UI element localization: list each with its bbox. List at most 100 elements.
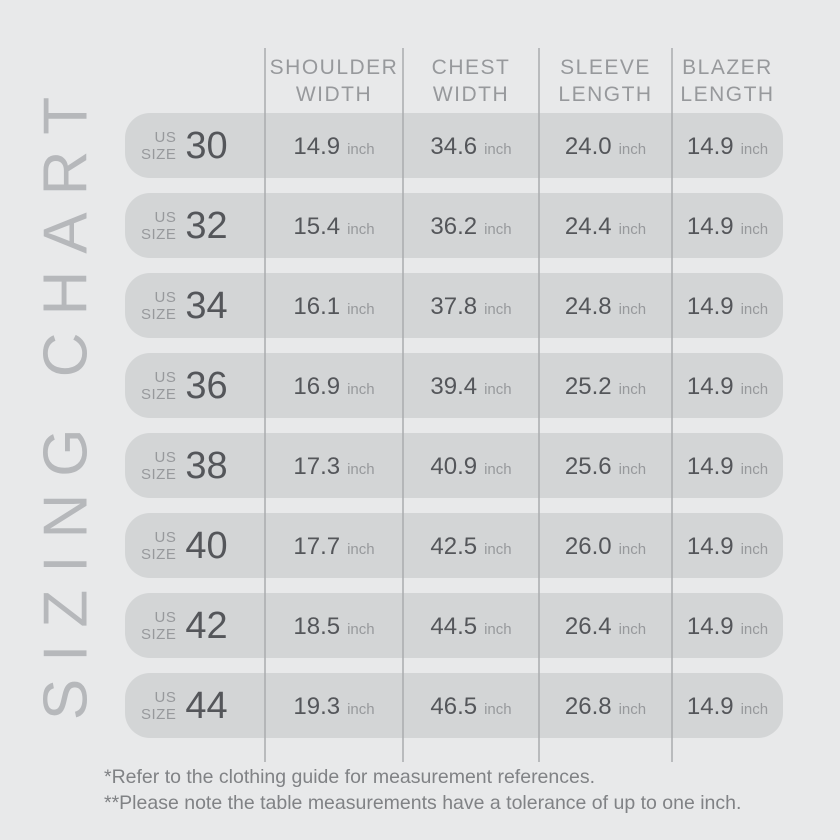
size-value: 38 [185, 444, 228, 487]
unit-label: inch [740, 221, 769, 238]
shoulder-width-value: 19.3 [293, 693, 341, 720]
blazer-length-cell: 14.9 inch [672, 513, 783, 578]
blazer-length-cell: 14.9 inch [672, 193, 783, 258]
size-value: 34 [185, 284, 228, 327]
column-header-blazer-length: BLAZER LENGTH [672, 48, 783, 113]
sizing-table: SHOULDER WIDTH CHEST WIDTH SLEEVE LENGTH… [125, 48, 783, 762]
unit-label: inch [347, 621, 375, 638]
size-cell: US SIZE 40 [125, 513, 265, 578]
us-size-label: US SIZE [141, 689, 176, 723]
sleeve-length-value: 26.0 [564, 533, 612, 560]
footnotes: *Refer to the clothing guide for measure… [104, 764, 741, 816]
shoulder-width-value: 16.1 [293, 293, 341, 320]
column-header-sleeve-length: SLEEVE LENGTH [539, 48, 672, 113]
table-header-row: SHOULDER WIDTH CHEST WIDTH SLEEVE LENGTH… [125, 48, 783, 113]
chest-width-cell: 37.8 inch [403, 273, 539, 338]
column-header-line: LENGTH [558, 82, 653, 106]
us-size-label-line: US [154, 448, 177, 466]
unit-label: inch [618, 701, 647, 718]
chest-width-value: 34.6 [430, 133, 478, 160]
chest-width-cell: 46.5 inch [403, 673, 539, 738]
us-size-label-line: US [154, 208, 177, 226]
us-size-label-line: SIZE [141, 705, 177, 723]
us-size-label: US SIZE [141, 529, 176, 563]
sizing-chart-title: SIZING CHART [31, 79, 101, 721]
chest-width-value: 44.5 [430, 613, 478, 640]
sleeve-length-value: 24.8 [564, 293, 612, 320]
blazer-length-value: 14.9 [686, 533, 734, 560]
size-row: US SIZE 44 19.3 inch 46.5 inch 26.8 inch… [125, 673, 783, 738]
blazer-length-cell: 14.9 inch [672, 353, 783, 418]
sleeve-length-cell: 24.8 inch [539, 273, 672, 338]
unit-label: inch [740, 461, 769, 478]
blazer-length-cell: 14.9 inch [672, 593, 783, 658]
unit-label: inch [484, 461, 512, 478]
column-divider [264, 48, 266, 762]
blazer-length-cell: 14.9 inch [672, 113, 783, 178]
chest-width-value: 42.5 [430, 533, 478, 560]
unit-label: inch [484, 541, 512, 558]
us-size-label-line: SIZE [141, 305, 177, 323]
unit-label: inch [740, 141, 769, 158]
column-header-line: LENGTH [680, 82, 775, 106]
blazer-length-value: 14.9 [686, 133, 734, 160]
size-value: 32 [185, 204, 228, 247]
sleeve-length-cell: 26.4 inch [539, 593, 672, 658]
us-size-label-line: SIZE [141, 545, 177, 563]
sleeve-length-cell: 24.0 inch [539, 113, 672, 178]
us-size-label-line: US [154, 528, 177, 546]
chest-width-cell: 40.9 inch [403, 433, 539, 498]
column-header-line: SLEEVE [560, 55, 651, 79]
unit-label: inch [347, 701, 375, 718]
table-rows: US SIZE 30 14.9 inch 34.6 inch 24.0 inch… [125, 113, 783, 738]
us-size-label-line: US [154, 368, 177, 386]
blazer-length-value: 14.9 [686, 453, 734, 480]
us-size-label: US SIZE [141, 209, 176, 243]
unit-label: inch [484, 701, 512, 718]
unit-label: inch [618, 621, 647, 638]
unit-label: inch [740, 301, 769, 318]
unit-label: inch [740, 381, 769, 398]
unit-label: inch [618, 541, 647, 558]
blazer-length-value: 14.9 [686, 613, 734, 640]
unit-label: inch [484, 621, 512, 638]
sleeve-length-value: 26.8 [564, 693, 612, 720]
shoulder-width-cell: 17.7 inch [265, 513, 403, 578]
column-header-line: BLAZER [682, 55, 773, 79]
shoulder-width-value: 17.7 [293, 533, 341, 560]
chest-width-value: 36.2 [430, 213, 478, 240]
chest-width-value: 39.4 [430, 373, 478, 400]
shoulder-width-cell: 15.4 inch [265, 193, 403, 258]
sleeve-length-cell: 26.0 inch [539, 513, 672, 578]
blazer-length-cell: 14.9 inch [672, 673, 783, 738]
size-value: 30 [185, 124, 228, 167]
chest-width-value: 37.8 [430, 293, 478, 320]
us-size-label-line: SIZE [141, 625, 177, 643]
sleeve-length-value: 26.4 [564, 613, 612, 640]
shoulder-width-cell: 19.3 inch [265, 673, 403, 738]
chest-width-cell: 44.5 inch [403, 593, 539, 658]
size-cell: US SIZE 38 [125, 433, 265, 498]
us-size-label-line: US [154, 688, 177, 706]
shoulder-width-value: 18.5 [293, 613, 341, 640]
unit-label: inch [347, 301, 375, 318]
size-row: US SIZE 32 15.4 inch 36.2 inch 24.4 inch… [125, 193, 783, 258]
us-size-label-line: US [154, 128, 177, 146]
sleeve-length-value: 25.2 [564, 373, 612, 400]
chest-width-cell: 42.5 inch [403, 513, 539, 578]
size-cell: US SIZE 30 [125, 113, 265, 178]
sleeve-length-value: 25.6 [564, 453, 612, 480]
unit-label: inch [618, 221, 647, 238]
us-size-label-line: SIZE [141, 465, 177, 483]
size-row: US SIZE 36 16.9 inch 39.4 inch 25.2 inch… [125, 353, 783, 418]
sleeve-length-cell: 24.4 inch [539, 193, 672, 258]
size-cell: US SIZE 32 [125, 193, 265, 258]
shoulder-width-cell: 17.3 inch [265, 433, 403, 498]
unit-label: inch [484, 221, 512, 238]
us-size-label-line: SIZE [141, 145, 177, 163]
blazer-length-cell: 14.9 inch [672, 433, 783, 498]
footnote-measurement-reference: *Refer to the clothing guide for measure… [104, 766, 596, 788]
chest-width-cell: 39.4 inch [403, 353, 539, 418]
unit-label: inch [347, 141, 375, 158]
